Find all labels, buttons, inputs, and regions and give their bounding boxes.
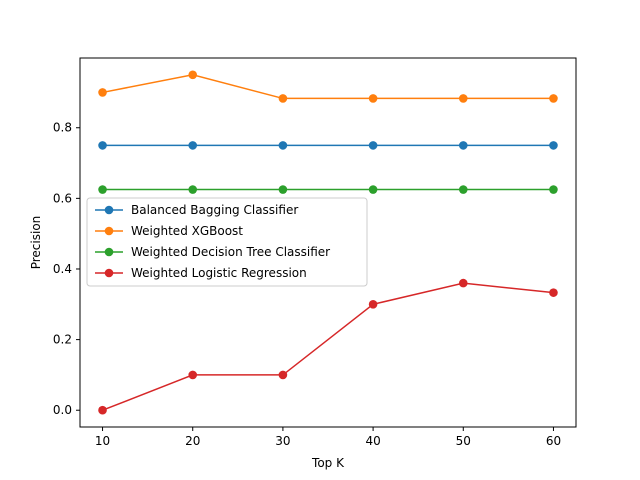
x-tick-label: 20 xyxy=(185,434,200,448)
series-line xyxy=(102,282,554,411)
data-point xyxy=(458,94,468,103)
series-2 xyxy=(98,185,558,194)
y-tick-label: 0.8 xyxy=(53,121,72,135)
legend-label: Weighted XGBoost xyxy=(131,224,243,238)
legend-marker xyxy=(104,226,114,236)
data-point xyxy=(368,141,378,150)
data-point xyxy=(368,94,378,103)
data-point xyxy=(458,185,468,194)
x-tick-label: 40 xyxy=(365,434,380,448)
data-point xyxy=(188,370,198,380)
legend: Balanced Bagging Classifier Weighted XGBo… xyxy=(86,197,368,287)
data-point xyxy=(188,70,198,80)
data-point xyxy=(98,405,107,415)
data-point xyxy=(458,141,468,150)
x-axis-label: Top K xyxy=(311,456,345,470)
data-point xyxy=(368,299,378,309)
x-tick-label: 30 xyxy=(275,434,290,448)
legend-box xyxy=(86,197,368,287)
data-point xyxy=(188,141,198,150)
data-point xyxy=(278,141,288,150)
data-point xyxy=(188,185,198,194)
data-point xyxy=(278,94,288,103)
series-1 xyxy=(98,70,558,103)
data-point xyxy=(278,370,288,380)
y-axis-label: Precision xyxy=(29,216,43,270)
legend-label: Weighted Decision Tree Classifier xyxy=(131,245,330,259)
data-point xyxy=(98,141,107,150)
legend-item: Weighted XGBoost xyxy=(95,224,243,238)
legend-label: Weighted Logistic Regression xyxy=(131,266,307,280)
axes-frame xyxy=(79,57,577,428)
legend-marker xyxy=(104,268,114,278)
data-point xyxy=(278,185,288,194)
data-point xyxy=(98,88,107,97)
legend-marker xyxy=(104,205,114,215)
data-point xyxy=(549,185,558,194)
data-point xyxy=(549,288,558,297)
y-tick-label: 0.2 xyxy=(53,333,72,347)
x-tick-label: 60 xyxy=(546,434,561,448)
plot-area xyxy=(98,70,558,415)
legend-marker xyxy=(104,247,114,257)
series-3 xyxy=(98,278,558,415)
x-tick-label: 10 xyxy=(95,434,110,448)
legend-item: Weighted Logistic Regression xyxy=(95,266,307,280)
y-tick-label: 0.0 xyxy=(53,403,72,417)
x-tick-label: 50 xyxy=(456,434,471,448)
data-point xyxy=(368,185,378,194)
legend-label: Balanced Bagging Classifier xyxy=(131,203,298,217)
data-point xyxy=(549,141,558,150)
y-axis: 0.0 0.2 0.4 0.6 0.8 xyxy=(53,121,80,417)
data-point xyxy=(98,185,107,194)
series-0 xyxy=(98,141,558,150)
legend-item: Weighted Decision Tree Classifier xyxy=(95,245,330,259)
y-tick-label: 0.4 xyxy=(53,262,72,276)
legend-item: Balanced Bagging Classifier xyxy=(95,203,298,217)
x-axis: 10 20 30 40 50 60 xyxy=(95,427,561,448)
data-point xyxy=(549,94,558,103)
y-tick-label: 0.6 xyxy=(53,191,72,205)
data-point xyxy=(458,278,468,288)
series-line xyxy=(102,74,554,100)
